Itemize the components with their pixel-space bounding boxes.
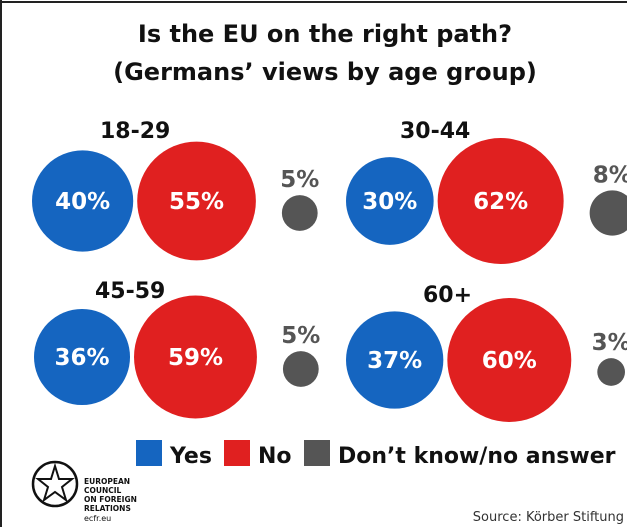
legend-label-yes: Yes (169, 444, 212, 469)
logo-line-3: ON FOREIGN (84, 495, 137, 504)
group-30-44-value-dont-know: 8% (593, 162, 627, 188)
logo-url: ecfr.eu (84, 514, 111, 523)
group-30-44-bubble-dont-know (589, 190, 627, 236)
group-45-59-bubble-dont-know (282, 351, 319, 387)
group-18-29-bubble-no (137, 141, 256, 261)
group-45-59-bubble-yes (34, 308, 131, 406)
logo-line-1: EUROPEAN (84, 477, 130, 486)
legend-label-no: No (258, 444, 292, 469)
group-30-44-bubble-no (437, 138, 564, 264)
group-45-59-value-dont-know: 5% (281, 323, 320, 349)
logo-ring (31, 460, 79, 508)
group-30-44-bubble-yes (346, 157, 434, 245)
legend-swatch-no (224, 440, 250, 466)
group-60-bubble-yes (346, 311, 444, 409)
legend-swatch-dont-know (304, 440, 330, 466)
group-45-59-bubble-no (134, 295, 257, 419)
group-18-29: 18-29 40% 55% 5% (32, 119, 319, 261)
logo-star-icon (35, 462, 75, 503)
logo-line-4: RELATIONS (84, 504, 131, 513)
legend-swatch-yes (136, 440, 162, 466)
group-45-59-value-no: 59% (168, 345, 223, 371)
group-45-59-label: 45-59 (95, 279, 165, 304)
group-45-59: 45-59 36% 59% 5% (34, 279, 320, 419)
group-60-value-dont-know: 3% (592, 330, 627, 356)
age-group-panels: 18-29 40% 55% 5% 30-44 30% 62% 8% 45-59 36% 59% 5% 6… (32, 119, 627, 422)
group-30-44-value-yes: 30% (362, 189, 417, 215)
group-60-value-no: 60% (482, 348, 537, 374)
group-45-59-value-yes: 36% (54, 345, 109, 371)
source-note: Source: Körber Stiftung (473, 510, 624, 525)
group-30-44-value-no: 62% (473, 189, 528, 215)
group-60-bubble-no (447, 298, 572, 422)
group-18-29-value-no: 55% (169, 189, 224, 215)
group-60: 60+ 37% 60% 3% (346, 283, 627, 422)
group-18-29-bubble-dont-know (281, 195, 318, 231)
ecfr-logo: EUROPEAN COUNCIL ON FOREIGN RELATIONS ec… (31, 460, 137, 523)
group-18-29-label: 18-29 (100, 119, 170, 144)
group-18-29-value-yes: 40% (55, 189, 110, 215)
group-18-29-value-dont-know: 5% (280, 167, 319, 193)
group-60-bubble-dont-know (597, 358, 626, 386)
group-30-44: 30-44 30% 62% 8% (346, 119, 627, 264)
group-60-label: 60+ (423, 283, 472, 308)
group-18-29-bubble-yes (32, 150, 134, 252)
chart-subtitle: (Germans’ views by age group) (113, 58, 537, 86)
chart-title: Is the EU on the right path? (138, 20, 512, 48)
legend: Yes No Don’t know/no answer (136, 440, 616, 469)
logo-line-2: COUNCIL (84, 486, 122, 495)
group-60-value-yes: 37% (367, 348, 422, 374)
legend-label-dont-know: Don’t know/no answer (338, 444, 616, 469)
group-30-44-label: 30-44 (400, 119, 470, 144)
